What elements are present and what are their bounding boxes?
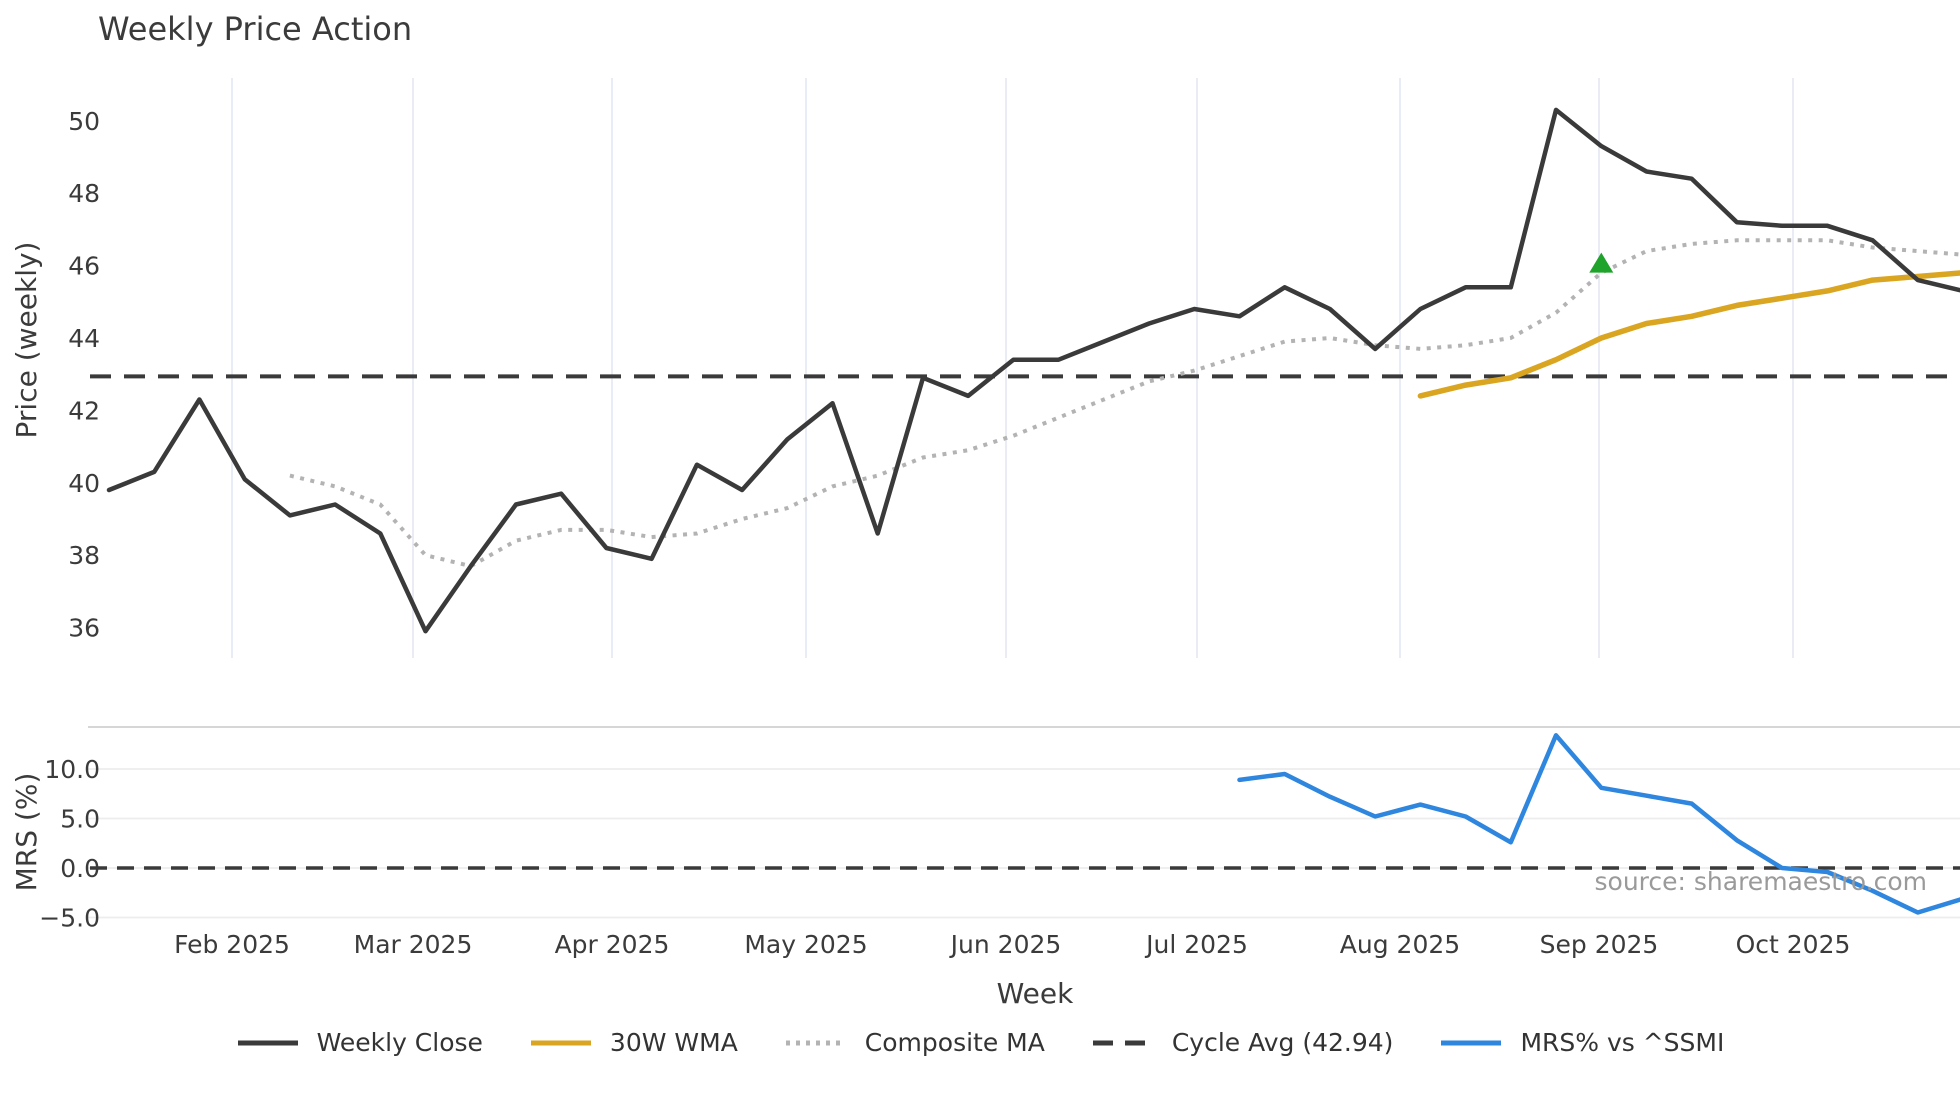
mrs-tick-label: −5.0 [39, 904, 100, 933]
mrs-tick-label: 0.0 [60, 854, 100, 883]
month-tick-label: Aug 2025 [1340, 930, 1460, 959]
month-tick-label: Mar 2025 [354, 930, 473, 959]
legend-label: Cycle Avg (42.94) [1171, 1028, 1394, 1057]
month-tick-label: Apr 2025 [555, 930, 670, 959]
mrs-tick-label: 5.0 [60, 805, 100, 834]
mrs-line [1237, 733, 1960, 915]
month-tick-label: Sep 2025 [1540, 930, 1659, 959]
x-axis-title: Week [997, 977, 1074, 1010]
price-tick-label: 36 [68, 614, 100, 643]
legend-swatch-weekly-close [237, 1040, 298, 1045]
price-tick-label: 48 [68, 179, 100, 208]
legend-label: Composite MA [864, 1028, 1045, 1057]
legend-label: 30W WMA [609, 1028, 738, 1057]
legend-swatch-composite-ma [785, 1040, 846, 1045]
composite-ma-line [289, 238, 1960, 569]
price-tick-label: 38 [68, 541, 100, 570]
mrs-tick-label: 10.0 [44, 755, 100, 784]
legend-swatch-cycle-avg [1092, 1040, 1153, 1045]
month-tick-label: Jul 2025 [1144, 930, 1248, 959]
price-tick-label: 44 [68, 324, 100, 353]
legend-item-30w-wma: 30W WMA [529, 1028, 738, 1057]
signal-triangle-marker [1589, 252, 1614, 273]
price-axis-title: Price (weekly) [10, 242, 43, 439]
legend-label: Weekly Close [316, 1028, 483, 1057]
legend-swatch-mrs [1441, 1040, 1502, 1045]
month-tick-label: May 2025 [744, 930, 867, 959]
source-label: source: sharemaestro.com [1595, 867, 1928, 896]
mrs-axis-title: MRS (%) [10, 773, 43, 892]
legend-swatch-30w-wma [530, 1040, 591, 1045]
price-tick-label: 46 [68, 252, 100, 281]
month-tick-label: Feb 2025 [174, 930, 290, 959]
chart-title: Weekly Price Action [98, 10, 412, 48]
price-tick-label: 42 [68, 396, 100, 425]
legend-label: MRS% vs ^SSMI [1520, 1028, 1725, 1057]
legend-item-composite-ma: Composite MA [784, 1028, 1045, 1057]
legend-item-mrs: MRS% vs ^SSMI [1439, 1028, 1724, 1057]
month-tick-label: Jun 2025 [949, 930, 1062, 959]
legend-item-weekly-close: Weekly Close [236, 1028, 483, 1057]
month-tick-label: Oct 2025 [1736, 930, 1851, 959]
legend: Weekly Close 30W WMA Composite MA Cycle … [0, 1028, 1960, 1057]
price-tick-label: 50 [68, 107, 100, 136]
legend-item-cycle-avg: Cycle Avg (42.94) [1091, 1028, 1394, 1057]
wma-30w-line [1417, 270, 1960, 399]
weekly-close-line [106, 107, 1960, 634]
price-tick-label: 40 [68, 469, 100, 498]
